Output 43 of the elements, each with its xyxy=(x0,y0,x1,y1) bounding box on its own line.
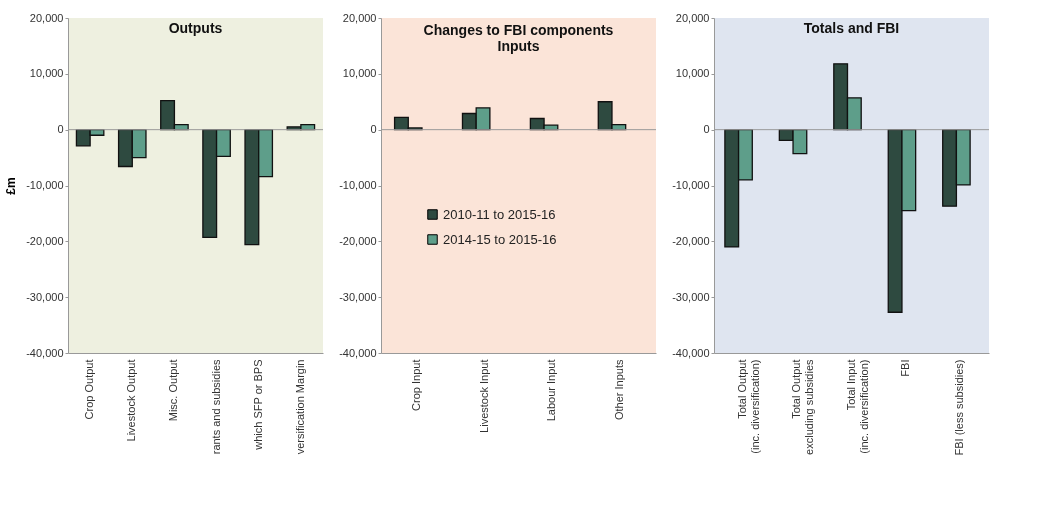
y-tick-label: -10,000 xyxy=(672,179,710,191)
y-tick-label: 0 xyxy=(703,123,710,136)
y-tick-label: 10,000 xyxy=(29,67,64,80)
chart-title: Totals and FBI xyxy=(803,20,900,36)
x-tick-label: Total Input (inc. diversification) xyxy=(844,359,870,454)
y-axis-title: £m xyxy=(4,177,19,195)
y-tick-label: -30,000 xyxy=(339,290,377,303)
y-tick-label: 10,000 xyxy=(342,67,377,80)
x-tick-label: Total Output excluding subsidies xyxy=(790,359,816,455)
y-tick-label: 20,000 xyxy=(675,11,710,24)
x-tick-label: FBI xyxy=(898,359,911,377)
y-tick-label: -20,000 xyxy=(26,234,64,247)
y-tick-label: -40,000 xyxy=(26,346,64,359)
chart-title: Outputs xyxy=(168,20,223,36)
y-tick-label: 0 xyxy=(57,123,64,136)
x-tick-label: rants and subsidies xyxy=(209,359,222,455)
x-tick-label: Total Output (inc. diversification) xyxy=(735,359,761,454)
y-tick-label: -20,000 xyxy=(672,234,710,247)
y-tick-label: -40,000 xyxy=(339,346,377,359)
x-tick-label: FBI (less subsidies) xyxy=(953,359,966,456)
y-tick-label: -20,000 xyxy=(339,234,377,247)
y-tick-label: 10,000 xyxy=(675,67,710,80)
x-tick-label: versification Margin xyxy=(293,359,306,455)
y-tick-label: 20,000 xyxy=(342,11,377,24)
y-tick-label: -10,000 xyxy=(339,179,377,191)
x-tick-label: Crop Output xyxy=(83,359,96,420)
x-tick-label: Labour Input xyxy=(545,359,558,422)
y-tick-label: 0 xyxy=(370,123,377,136)
x-tick-label: which SFP or BPS xyxy=(251,359,264,451)
y-tick-label: -30,000 xyxy=(26,290,64,303)
y-tick-label: -30,000 xyxy=(672,290,710,303)
x-tick-label: Crop Input xyxy=(409,359,422,411)
chart-title: Changes to FBI components xyxy=(423,22,614,38)
x-tick-label: Misc. Output xyxy=(167,359,180,422)
text: Inputs xyxy=(497,38,540,54)
legend-label: 2010-11 to 2015-16 xyxy=(443,206,556,222)
x-tick-label: Other Inputs xyxy=(613,359,626,421)
x-tick-label: Livestock Input xyxy=(477,359,490,433)
y-tick-label: -40,000 xyxy=(672,346,710,359)
x-tick-label: Livestock Output xyxy=(125,359,138,442)
legend-label: 2014-15 to 2015-16 xyxy=(443,231,557,247)
y-tick-label: -10,000 xyxy=(26,179,64,191)
y-tick-label: 20,000 xyxy=(29,11,64,24)
